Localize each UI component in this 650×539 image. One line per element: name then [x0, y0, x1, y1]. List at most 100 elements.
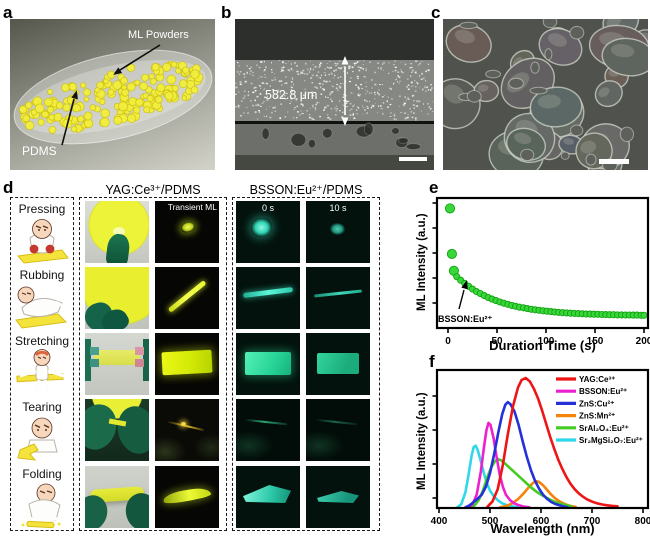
cartoon-folding: [12, 481, 72, 529]
ml-photo-pressing: Transient ML: [155, 201, 219, 263]
deco: [113, 227, 125, 236]
x-tick-label: 700: [584, 516, 601, 527]
cartoon-rubbing: [12, 282, 72, 330]
panel-label-b: b: [221, 3, 232, 22]
ml-photo-folding: [155, 466, 219, 528]
column-header-yag: YAG:Ce³⁺/PDMS: [105, 183, 201, 197]
legend-entry: ZnS:Cu²⁺: [556, 399, 614, 408]
legend-label: BSSON:Eu²⁺: [579, 387, 627, 396]
transient-ml-label: Transient ML: [167, 202, 217, 212]
legend-entry: ZnS:Mn²⁺: [556, 412, 615, 421]
bsson-photo-folding-10s: [306, 466, 370, 528]
panel-a-schematic: ML Powders PDMS: [10, 19, 215, 170]
pdms-label: PDMS: [22, 144, 57, 158]
cartoon-figure: [16, 349, 65, 393]
x-tick-label: 150: [587, 336, 604, 347]
bsson-photo-stretching-0s: [236, 333, 300, 395]
ml-photo-rubbing: [155, 267, 219, 329]
x-tick-label: 600: [533, 516, 550, 527]
panel-label-d: d: [3, 178, 14, 197]
cartoon-pressing: [12, 216, 72, 264]
ml-glow: [167, 280, 207, 313]
x-tick-label: 50: [491, 336, 503, 347]
bsson-group-box: [232, 197, 380, 531]
bsson-photo-rubbing-0s: [236, 267, 300, 329]
time-label-10s: 10 s: [329, 203, 347, 213]
legend-entry: Sr₂MgSi₂O₇:Eu²⁺: [556, 436, 643, 445]
ml-glow: [313, 289, 363, 298]
panel-e-xlabel: Duration Time (s): [489, 338, 596, 353]
ml-glow: [251, 218, 272, 237]
ml-glow: [161, 349, 213, 376]
ml-glow: [168, 420, 204, 432]
ml-glow: [242, 286, 294, 299]
cartoon-figure: [21, 483, 61, 529]
panel-e-ylabel: ML Intensity (a.u.): [416, 213, 428, 311]
x-tick-label: 100: [538, 336, 555, 347]
photo-stretching: [85, 333, 149, 395]
glove-shape: [105, 232, 131, 263]
ml-glow: [245, 418, 287, 426]
panel-f-ylabel: ML Intensity (a.u.): [416, 392, 428, 490]
ml-photo-tearing: [155, 399, 219, 461]
panel-label-a: a: [3, 3, 13, 22]
action-label-rubbing: Rubbing: [19, 268, 65, 282]
clamp-shape: [90, 347, 99, 355]
cartoon-figure: [17, 417, 58, 461]
photo-rubbing: [85, 267, 149, 329]
ml-glow: [179, 220, 197, 234]
bsson-photo-tearing-0s: [236, 399, 300, 461]
action-column-box: [10, 197, 74, 531]
clamp-shape: [135, 359, 144, 367]
glove-shape: [143, 339, 149, 381]
legend-entry: SrAl₂O₄:Eu²⁺: [556, 424, 629, 433]
photo-tearing: [85, 399, 149, 461]
thickness-label: 582.8 μm: [265, 88, 318, 102]
legend-label: YAG:Ce³⁺: [579, 375, 615, 384]
panel-f-plot: 400 500 600 700 800 YAG:Ce³⁺ BSSON:Eu²⁺ ZnS:Cu²…: [431, 368, 650, 536]
bsson-photo-tearing-10s: [306, 399, 370, 461]
bsson-photo-stretching-10s: [306, 333, 370, 395]
ml-powders-label: ML Powders: [128, 29, 189, 41]
cartoon-tearing: [12, 414, 72, 462]
pdms-film-illustration: [13, 44, 213, 146]
action-label-pressing: Pressing: [18, 202, 66, 216]
ml-glow: [317, 491, 359, 503]
x-tick-label: 400: [431, 516, 448, 527]
legend-entry: BSSON:Eu²⁺: [556, 387, 627, 396]
sem-cross-section-texture: [235, 19, 434, 170]
ml-glow: [330, 223, 345, 235]
ml-glow: [162, 485, 212, 506]
cartoon-figure: [15, 286, 68, 329]
x-tick-label: 800: [635, 516, 650, 527]
legend-label: SrAl₂O₄:Eu²⁺: [579, 424, 629, 433]
ml-glow: [317, 353, 359, 374]
scale-bar: [399, 157, 427, 161]
ml-glow: [243, 485, 291, 503]
column-header-bsson: BSSON:Eu²⁺/PDMS: [249, 183, 363, 197]
x-tick-label: 0: [445, 336, 451, 347]
panel-b-sem-cross-section: 582.8 μm: [235, 19, 434, 170]
bsson-photo-pressing-10s: 10 s: [306, 201, 370, 263]
yag-group-box: [79, 197, 227, 531]
annotation-bsson: BSSON:Eu²⁺: [438, 314, 493, 324]
ml-glow: [181, 422, 186, 426]
panel-label-f: f: [429, 352, 435, 371]
legend-label: Sr₂MgSi₂O₇:Eu²⁺: [579, 436, 643, 445]
ml-photo-stretching: [155, 333, 219, 395]
panel-f-xlabel: Wavelength (nm): [490, 521, 594, 536]
x-tick-label: 200: [636, 336, 650, 347]
cartoon-figure: [17, 219, 69, 264]
bsson-photo-folding-0s: [236, 466, 300, 528]
x-tick-label: 500: [482, 516, 499, 527]
legend-label: ZnS:Cu²⁺: [579, 399, 614, 408]
panel-e-plot: 0 50 100 150 200 BSSON:Eu²⁺ Duration Time (s): [432, 196, 650, 353]
photo-pressing: [85, 201, 149, 263]
bsson-photo-pressing-0s: 0 s: [236, 201, 300, 263]
ml-glow: [315, 418, 357, 426]
clamp-shape: [135, 347, 144, 355]
bsson-photo-rubbing-10s: [306, 267, 370, 329]
clamp-shape: [90, 359, 99, 367]
sem-particles-texture: [443, 19, 648, 170]
